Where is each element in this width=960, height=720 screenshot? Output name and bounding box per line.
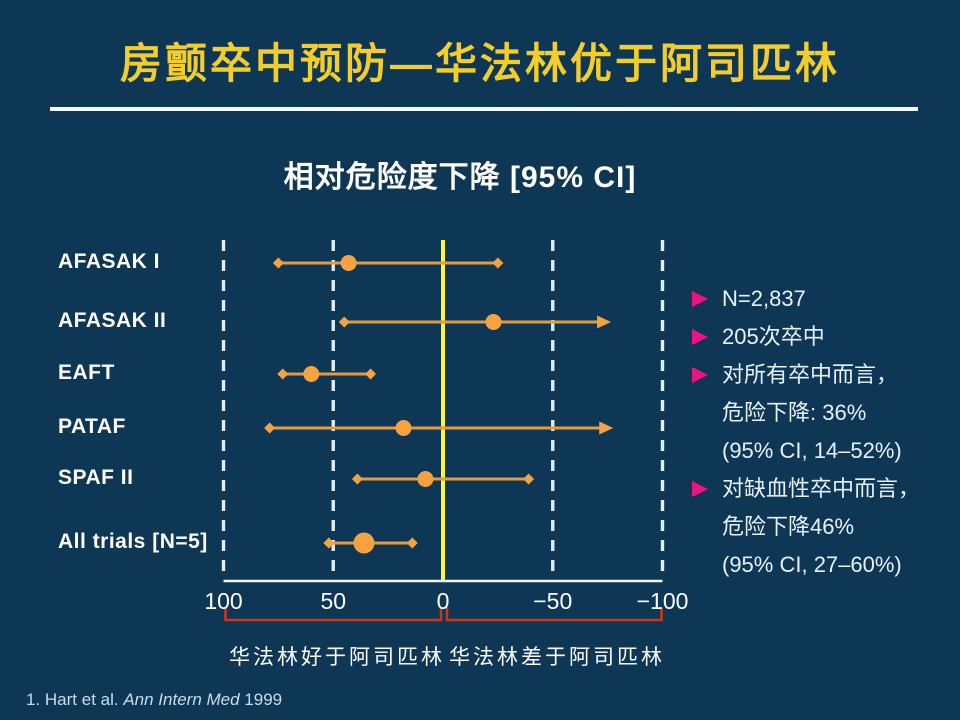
tick-label: 100 (204, 588, 243, 614)
title-underline (50, 107, 918, 111)
trial-label: SPAF II (58, 466, 134, 489)
footnote: 1. Hart et al. Ann Intern Med 1999 (26, 690, 282, 710)
footnote-suffix: 1999 (239, 690, 283, 709)
ci-cap (365, 368, 377, 380)
bullet-text: 对所有卒中而言， 危险下降: 36% (95% CI, 14–52%) (722, 356, 902, 470)
ci-arrow (597, 315, 612, 329)
bullet-item: 对所有卒中而言， 危险下降: 36% (95% CI, 14–52%) (692, 356, 960, 470)
ci-arrow (599, 421, 614, 435)
benefit-bracket (224, 607, 443, 622)
tick-label: −100 (636, 588, 689, 614)
bullet-line: 危险下降: 36% (722, 400, 867, 425)
slide-title: 房颤卒中预防—华法林优于阿司匹林 (119, 40, 840, 87)
footnote-prefix: 1. Hart et al. (26, 690, 124, 709)
chart-title: 相对危险度下降 [95% CI] (283, 161, 637, 194)
ci-cap (272, 257, 284, 269)
bullet-item: 对缺血性卒中而言， 危险下降46% (95% CI, 27–60%) (692, 470, 960, 584)
ci-point (395, 420, 412, 436)
tick-label: −50 (533, 588, 573, 614)
trial-label: AFASAK I (58, 250, 161, 273)
trial-label: AFASAK II (58, 309, 167, 332)
bullet-line: (95% CI, 27–60%) (722, 552, 902, 577)
ci-point (353, 532, 375, 554)
bullet-item: N=2,837 (692, 280, 960, 318)
bullet-line: 危险下降46% (722, 514, 855, 539)
bullet-triangle-icon (692, 291, 708, 307)
ci-point (303, 366, 320, 382)
bullet-item: 205次卒中 (692, 318, 960, 356)
bullet-text: 对缺血性卒中而言， 危险下降46% (95% CI, 27–60%) (722, 470, 920, 584)
ci-point (340, 255, 357, 271)
ci-cap (492, 257, 504, 269)
trial-label: All trials [N=5] (58, 530, 208, 553)
trial-label: EAFT (58, 361, 115, 384)
benefit-region-label: 华法林好于阿司匹林 (229, 646, 445, 669)
ci-cap (264, 422, 276, 434)
ci-cap (351, 473, 363, 485)
bullet-triangle-icon (692, 481, 708, 497)
ci-point (417, 471, 434, 487)
tick-label: 0 (436, 588, 450, 614)
bullet-list: N=2,837 205次卒中对所有卒中而言， 危险下降: 36% (95% CI, 1… (692, 280, 960, 584)
bullet-line: 对所有卒中而言， (722, 362, 899, 387)
bullet-text: 205次卒中 (722, 318, 825, 356)
tick-label: 50 (320, 588, 347, 614)
bullet-line: 205次卒中 (722, 324, 825, 349)
ci-cap (277, 368, 289, 380)
ci-cap (523, 473, 535, 485)
ci-point (485, 314, 502, 330)
trial-label: PATAF (58, 415, 126, 438)
ci-cap (323, 537, 335, 549)
harm-bracket (445, 607, 663, 622)
bullet-triangle-icon (692, 367, 708, 383)
bullet-line: (95% CI, 14–52%) (722, 438, 902, 463)
footnote-journal: Ann Intern Med (123, 690, 240, 709)
harm-region-label: 华法林差于阿司匹林 (449, 646, 665, 669)
bullet-text: N=2,837 (722, 280, 806, 318)
ci-cap (406, 537, 418, 549)
bullet-line: N=2,837 (722, 286, 806, 311)
ci-cap (338, 316, 350, 328)
bullet-line: 对缺血性卒中而言， (722, 476, 921, 501)
bullet-triangle-icon (692, 329, 708, 345)
